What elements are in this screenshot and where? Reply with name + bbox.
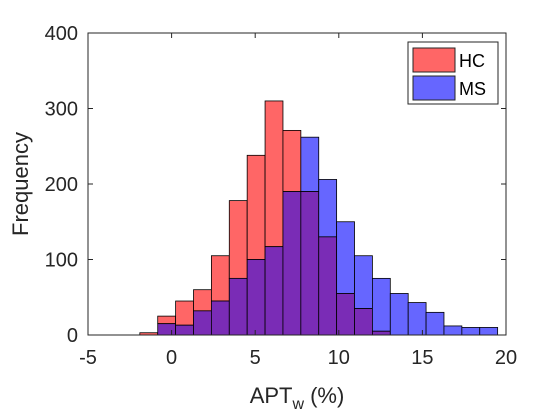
histogram-bar-overlap-2 [175, 324, 194, 336]
histogram-bar-ms-11 [336, 221, 355, 294]
histogram-bar-ms-14 [389, 293, 409, 336]
y-tick-label-2: 200 [45, 174, 78, 196]
histogram-bar-ms-9 [300, 136, 320, 192]
histogram-bar-overlap-5 [228, 277, 248, 336]
histogram-bar-overlap-12 [354, 308, 373, 336]
x-tick-label-3: 10 [328, 347, 350, 369]
y-tick-label-3: 300 [45, 99, 78, 121]
histogram-bar-overlap-1 [157, 323, 177, 336]
y-tick-label-0: 0 [67, 325, 78, 347]
histogram-bar-overlap-13 [372, 330, 391, 336]
histogram-bar-hc-2 [175, 300, 194, 326]
histogram-bar-hc-6 [246, 154, 266, 260]
histogram-bar-hc-5 [228, 200, 248, 279]
histogram-bar-overlap-4 [210, 300, 230, 336]
histogram-bar-overlap-11 [336, 293, 355, 336]
x-tick-label-1: 0 [166, 347, 177, 369]
legend-label-hc: HC [459, 51, 485, 71]
x-tick-label-5: 20 [495, 347, 517, 369]
legend: HC MS [407, 41, 499, 105]
x-tick-label-2: 5 [250, 347, 261, 369]
histogram-bar-hc-8 [282, 129, 302, 192]
y-axis-label: Frequency [8, 132, 33, 236]
histogram-bar-overlap-3 [193, 310, 212, 336]
histogram-bar-overlap-10 [318, 236, 338, 336]
histogram-bar-ms-10 [318, 179, 338, 238]
histogram-bar-ms-15 [407, 302, 427, 336]
x-axis-label-subscript: w [292, 396, 305, 413]
histogram-bar-ms-13 [372, 277, 391, 332]
legend-swatch-ms [412, 75, 456, 101]
legend-label-ms: MS [459, 79, 486, 99]
x-axis-label-main: APT [250, 383, 293, 408]
histogram-bar-ms-12 [354, 255, 373, 309]
histogram-bar-overlap-9 [300, 191, 320, 336]
histogram-bar-overlap-6 [246, 259, 266, 336]
bars-layer [139, 100, 499, 336]
legend-swatch-hc [412, 47, 456, 73]
histogram-bar-ms-17 [443, 325, 463, 336]
histogram-bar-overlap-7 [264, 246, 284, 336]
histogram-bar-hc-1 [157, 315, 177, 325]
x-tick-label-4: 15 [411, 347, 433, 369]
y-tick-label-4: 400 [45, 23, 78, 45]
histogram-bar-ms-16 [425, 311, 445, 336]
histogram-bar-ms-18 [461, 327, 481, 336]
x-axis-label: APTw (%) [250, 383, 345, 413]
histogram-bar-ms-19 [479, 327, 499, 336]
histogram-bar-overlap-8 [282, 191, 302, 336]
histogram-bar-hc-4 [210, 255, 230, 302]
histogram-bar-hc-7 [264, 100, 284, 248]
x-axis-label-unit: (%) [310, 383, 344, 408]
histogram-bar-hc-3 [193, 289, 212, 312]
y-tick-label-1: 100 [45, 250, 78, 272]
x-tick-label-0: -5 [79, 347, 97, 369]
